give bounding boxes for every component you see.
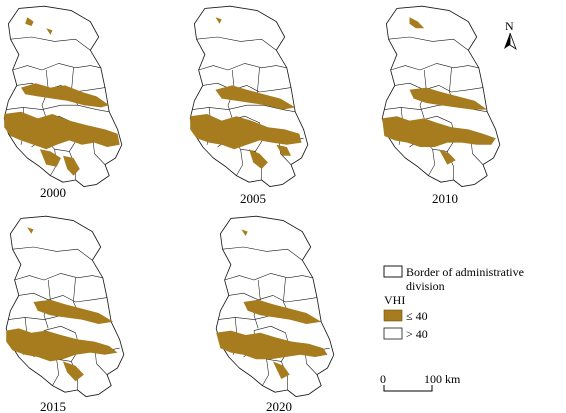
legend: Border of administrative division VHI ≤ … — [383, 265, 524, 341]
scale-bar: 0 100 km — [380, 372, 461, 392]
legend-border-label-line1: Border of administrative — [406, 265, 524, 279]
scale-bar-end-label: 100 km — [424, 372, 461, 386]
legend-border-swatch — [383, 265, 403, 278]
year-label-2000: 2000 — [40, 185, 66, 200]
year-label-2010: 2010 — [432, 191, 458, 206]
legend-vhi-title: VHI — [384, 293, 405, 307]
scale-bar-start-label: 0 — [380, 372, 386, 386]
north-arrow-icon — [504, 33, 510, 49]
legend-border-label-line2: division — [406, 279, 445, 293]
year-label-2015: 2015 — [40, 399, 66, 413]
scale-bar-line — [383, 385, 433, 392]
legend-high-vhi-label: > 40 — [406, 327, 428, 341]
north-arrow-label: N — [505, 19, 514, 33]
map-2020 — [215, 215, 335, 398]
year-label-2020: 2020 — [266, 399, 292, 413]
map-2005 — [189, 5, 309, 188]
map-2010 — [381, 5, 501, 188]
legend-low-vhi-label: ≤ 40 — [406, 309, 428, 323]
legend-low-vhi-swatch — [383, 309, 403, 322]
map-2000 — [3, 5, 123, 188]
north-arrow: N — [504, 19, 517, 51]
year-label-2005: 2005 — [240, 191, 266, 206]
legend-high-vhi-swatch — [383, 327, 403, 340]
map-2015 — [5, 215, 125, 398]
